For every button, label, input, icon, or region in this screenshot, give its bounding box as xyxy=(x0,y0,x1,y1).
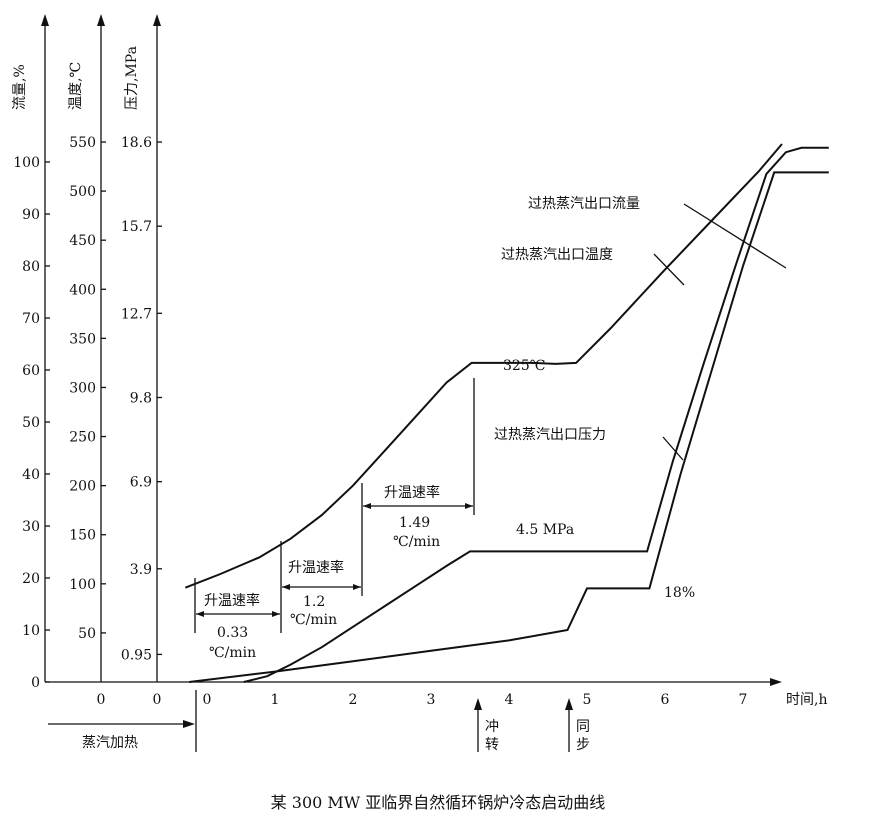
event-sync: 同 步 xyxy=(565,698,590,753)
temperature-tick-label: 300 xyxy=(69,380,96,396)
temperature-axis xyxy=(97,14,105,682)
temperature-tick-label: 400 xyxy=(69,282,96,298)
temperature-tick-label: 350 xyxy=(69,331,96,347)
pressure-tick-label: 0.95 xyxy=(121,647,152,663)
rate-label-3: 升温速率 xyxy=(384,484,440,501)
flow-axis-title: 流量,% xyxy=(12,64,28,110)
temperature-curve xyxy=(184,143,783,589)
time-axis xyxy=(45,678,782,686)
pressure-tick-label: 15.7 xyxy=(121,219,152,235)
flow-tick-label: 60 xyxy=(22,363,40,379)
flow-tick-label: 100 xyxy=(13,155,40,171)
time-tick-label: 1 xyxy=(271,692,280,708)
time-tick-label: 7 xyxy=(739,692,748,708)
time-tick-label: 2 xyxy=(349,692,358,708)
event-rolling: 冲 转 xyxy=(474,698,499,753)
series-label-flow: 过热蒸汽出口流量 xyxy=(528,196,640,212)
time-tick-label-left-zero: 0 xyxy=(97,692,106,708)
temperature-axis-title: 温度,℃ xyxy=(68,62,84,110)
event-rolling-label-bottom: 转 xyxy=(485,737,499,753)
flow-tick-label: 80 xyxy=(22,259,40,275)
time-tick-label: 0 xyxy=(203,692,212,708)
rate-label-2: 升温速率 xyxy=(288,559,344,576)
temperature-tick-label: 250 xyxy=(69,430,96,446)
temperature-tick-labels: 550 500 450 400 350 300 250 200 150 100 50 xyxy=(69,135,106,642)
flow-tick-label: 90 xyxy=(22,207,40,223)
pressure-axis xyxy=(153,14,161,682)
temperature-tick-label: 450 xyxy=(69,233,96,249)
rate-label-1: 升温速率 xyxy=(204,592,260,609)
pressure-tick-label: 18.6 xyxy=(121,135,152,151)
leader-lines xyxy=(653,203,787,461)
temperature-tick-label: 150 xyxy=(69,528,96,544)
pressure-tick-label: 3.9 xyxy=(130,562,152,578)
figure-caption: 某 300 MW 亚临界自然循环锅炉冷态启动曲线 xyxy=(271,793,606,812)
event-sync-label-bottom: 步 xyxy=(576,737,590,753)
annotation-4-5mpa: 4.5 MPa xyxy=(516,522,574,538)
series-layer xyxy=(184,143,829,683)
flow-tick-label: 20 xyxy=(22,571,40,587)
time-tick-label: 3 xyxy=(427,692,436,708)
flow-axis xyxy=(41,14,49,682)
time-tick-label: 6 xyxy=(661,692,670,708)
time-tick-label-left-zero: 0 xyxy=(153,692,162,708)
pressure-tick-label: 12.7 xyxy=(121,306,152,322)
rate-value-1: 0.33 xyxy=(217,625,248,641)
flow-tick-label: 70 xyxy=(22,311,40,327)
pressure-tick-label: 9.8 xyxy=(130,390,152,406)
temperature-tick-label: 200 xyxy=(69,479,96,495)
annotation-325c: 325℃ xyxy=(503,358,545,374)
time-tick-label: 5 xyxy=(583,692,592,708)
time-tick-label: 4 xyxy=(505,692,514,708)
temperature-tick-label: 500 xyxy=(69,184,96,200)
rate-value-2: 1.2 xyxy=(303,594,325,610)
temperature-tick-label: 50 xyxy=(78,626,96,642)
rate-value-3: 1.49 xyxy=(399,515,430,531)
rate-unit-2: ℃/min xyxy=(290,612,337,628)
event-sync-label-top: 同 xyxy=(576,719,590,735)
event-steam-heating: 蒸汽加热 xyxy=(48,690,197,752)
temperature-tick-label: 100 xyxy=(69,577,96,593)
time-tick-labels: 0 1 2 3 4 5 6 7 0 0 xyxy=(97,692,748,708)
rate-brackets xyxy=(194,378,475,633)
flow-tick-label: 30 xyxy=(22,519,40,535)
event-rolling-label-top: 冲 xyxy=(485,719,499,735)
annotation-18pct: 18% xyxy=(664,585,695,601)
series-label-temperature: 过热蒸汽出口温度 xyxy=(501,247,613,263)
pressure-curve xyxy=(243,146,829,683)
event-steam-heating-label: 蒸汽加热 xyxy=(82,735,138,751)
temperature-tick-label: 550 xyxy=(69,135,96,151)
flow-tick-label: 40 xyxy=(22,467,40,483)
pressure-axis-title: 压力,MPa xyxy=(124,46,140,110)
x-axis-title: 时间,h xyxy=(786,692,827,708)
flow-tick-label: 10 xyxy=(22,623,40,639)
pressure-tick-label: 6.9 xyxy=(130,475,152,491)
pressure-tick-labels: 18.6 15.7 12.7 9.8 6.9 3.9 0.95 xyxy=(121,135,162,663)
flow-curve xyxy=(189,171,829,683)
series-label-pressure: 过热蒸汽出口压力 xyxy=(494,427,606,443)
rate-unit-1: ℃/min xyxy=(209,645,256,661)
flow-tick-label: 0 xyxy=(31,675,40,691)
flow-tick-label: 50 xyxy=(22,415,40,431)
rate-unit-3: ℃/min xyxy=(393,534,440,550)
